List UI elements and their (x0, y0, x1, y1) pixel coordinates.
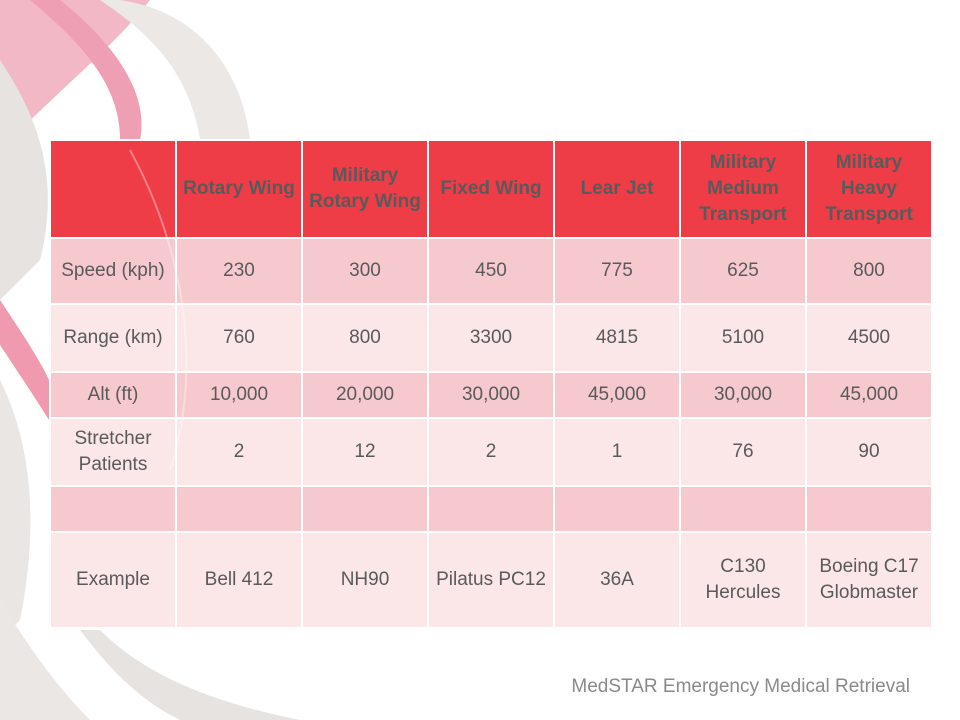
ribbon-gray-bottom (80, 630, 300, 720)
row-label: Stretcher Patients (49, 417, 177, 487)
footer-text: MedSTAR Emergency Medical Retrieval (571, 676, 910, 697)
table-cell: 10,000 (175, 371, 303, 419)
table-header-cell: Fixed Wing (427, 139, 555, 239)
ribbon-gray-arc-top (100, 0, 250, 139)
table-cell: Boeing C17 Globmaster (805, 531, 933, 629)
table-cell: 450 (427, 237, 555, 305)
table-header-cell (49, 139, 177, 239)
row-label (49, 485, 177, 533)
table-cell: 300 (301, 237, 429, 305)
row-label: Example (49, 531, 177, 629)
table-cell: 2 (175, 417, 303, 487)
table-row: Stretcher Patients 2 12 2 1 76 90 (49, 417, 933, 487)
table-cell (175, 485, 303, 533)
table-header-cell: Lear Jet (553, 139, 681, 239)
table-cell: 1 (553, 417, 681, 487)
table-cell (805, 485, 933, 533)
table-cell: 800 (805, 237, 933, 305)
table-cell: 3300 (427, 303, 555, 373)
table-header-cell: Military Heavy Transport (805, 139, 933, 239)
ribbon-gray-left (0, 380, 31, 640)
table-row: Alt (ft) 10,000 20,000 30,000 45,000 30,… (49, 371, 933, 419)
table-cell: 76 (679, 417, 807, 487)
table-row: Speed (kph) 230 300 450 775 625 800 (49, 237, 933, 305)
table-cell: 30,000 (679, 371, 807, 419)
table-cell: 5100 (679, 303, 807, 373)
table-cell: 4815 (553, 303, 681, 373)
row-label: Alt (ft) (49, 371, 177, 419)
table-cell: C130 Hercules (679, 531, 807, 629)
aircraft-comparison-table: Rotary Wing Military Rotary Wing Fixed W… (49, 139, 933, 629)
table-cell: 775 (553, 237, 681, 305)
ribbon-gray-bottom-left (0, 600, 90, 720)
table-cell (679, 485, 807, 533)
table-cell: 36A (553, 531, 681, 629)
table-cell: Pilatus PC12 (427, 531, 555, 629)
table-header-cell: Military Rotary Wing (301, 139, 429, 239)
table-cell (301, 485, 429, 533)
ribbon-pink-left (0, 300, 49, 420)
table-row: Range (km) 760 800 3300 4815 5100 4500 (49, 303, 933, 373)
table-cell: 45,000 (553, 371, 681, 419)
table-header-row: Rotary Wing Military Rotary Wing Fixed W… (49, 139, 933, 239)
ribbon-pink-strip (30, 0, 142, 140)
table-header-cell: Military Medium Transport (679, 139, 807, 239)
table-cell: 20,000 (301, 371, 429, 419)
table-cell: 230 (175, 237, 303, 305)
table-row (49, 485, 933, 533)
table-row: Example Bell 412 NH90 Pilatus PC12 36A C… (49, 531, 933, 629)
table-header-cell: Rotary Wing (175, 139, 303, 239)
table-cell: 12 (301, 417, 429, 487)
table-cell (427, 485, 555, 533)
row-label: Range (km) (49, 303, 177, 373)
ribbon-pink-band (0, 0, 150, 150)
table-cell: 90 (805, 417, 933, 487)
table-cell (553, 485, 681, 533)
table-cell: 760 (175, 303, 303, 373)
table-cell: 2 (427, 417, 555, 487)
ribbon-gray-band (0, 60, 48, 300)
table-cell: Bell 412 (175, 531, 303, 629)
table-cell: 4500 (805, 303, 933, 373)
row-label: Speed (kph) (49, 237, 177, 305)
table-cell: 30,000 (427, 371, 555, 419)
table-cell: 800 (301, 303, 429, 373)
table-cell: NH90 (301, 531, 429, 629)
table-cell: 45,000 (805, 371, 933, 419)
table-cell: 625 (679, 237, 807, 305)
